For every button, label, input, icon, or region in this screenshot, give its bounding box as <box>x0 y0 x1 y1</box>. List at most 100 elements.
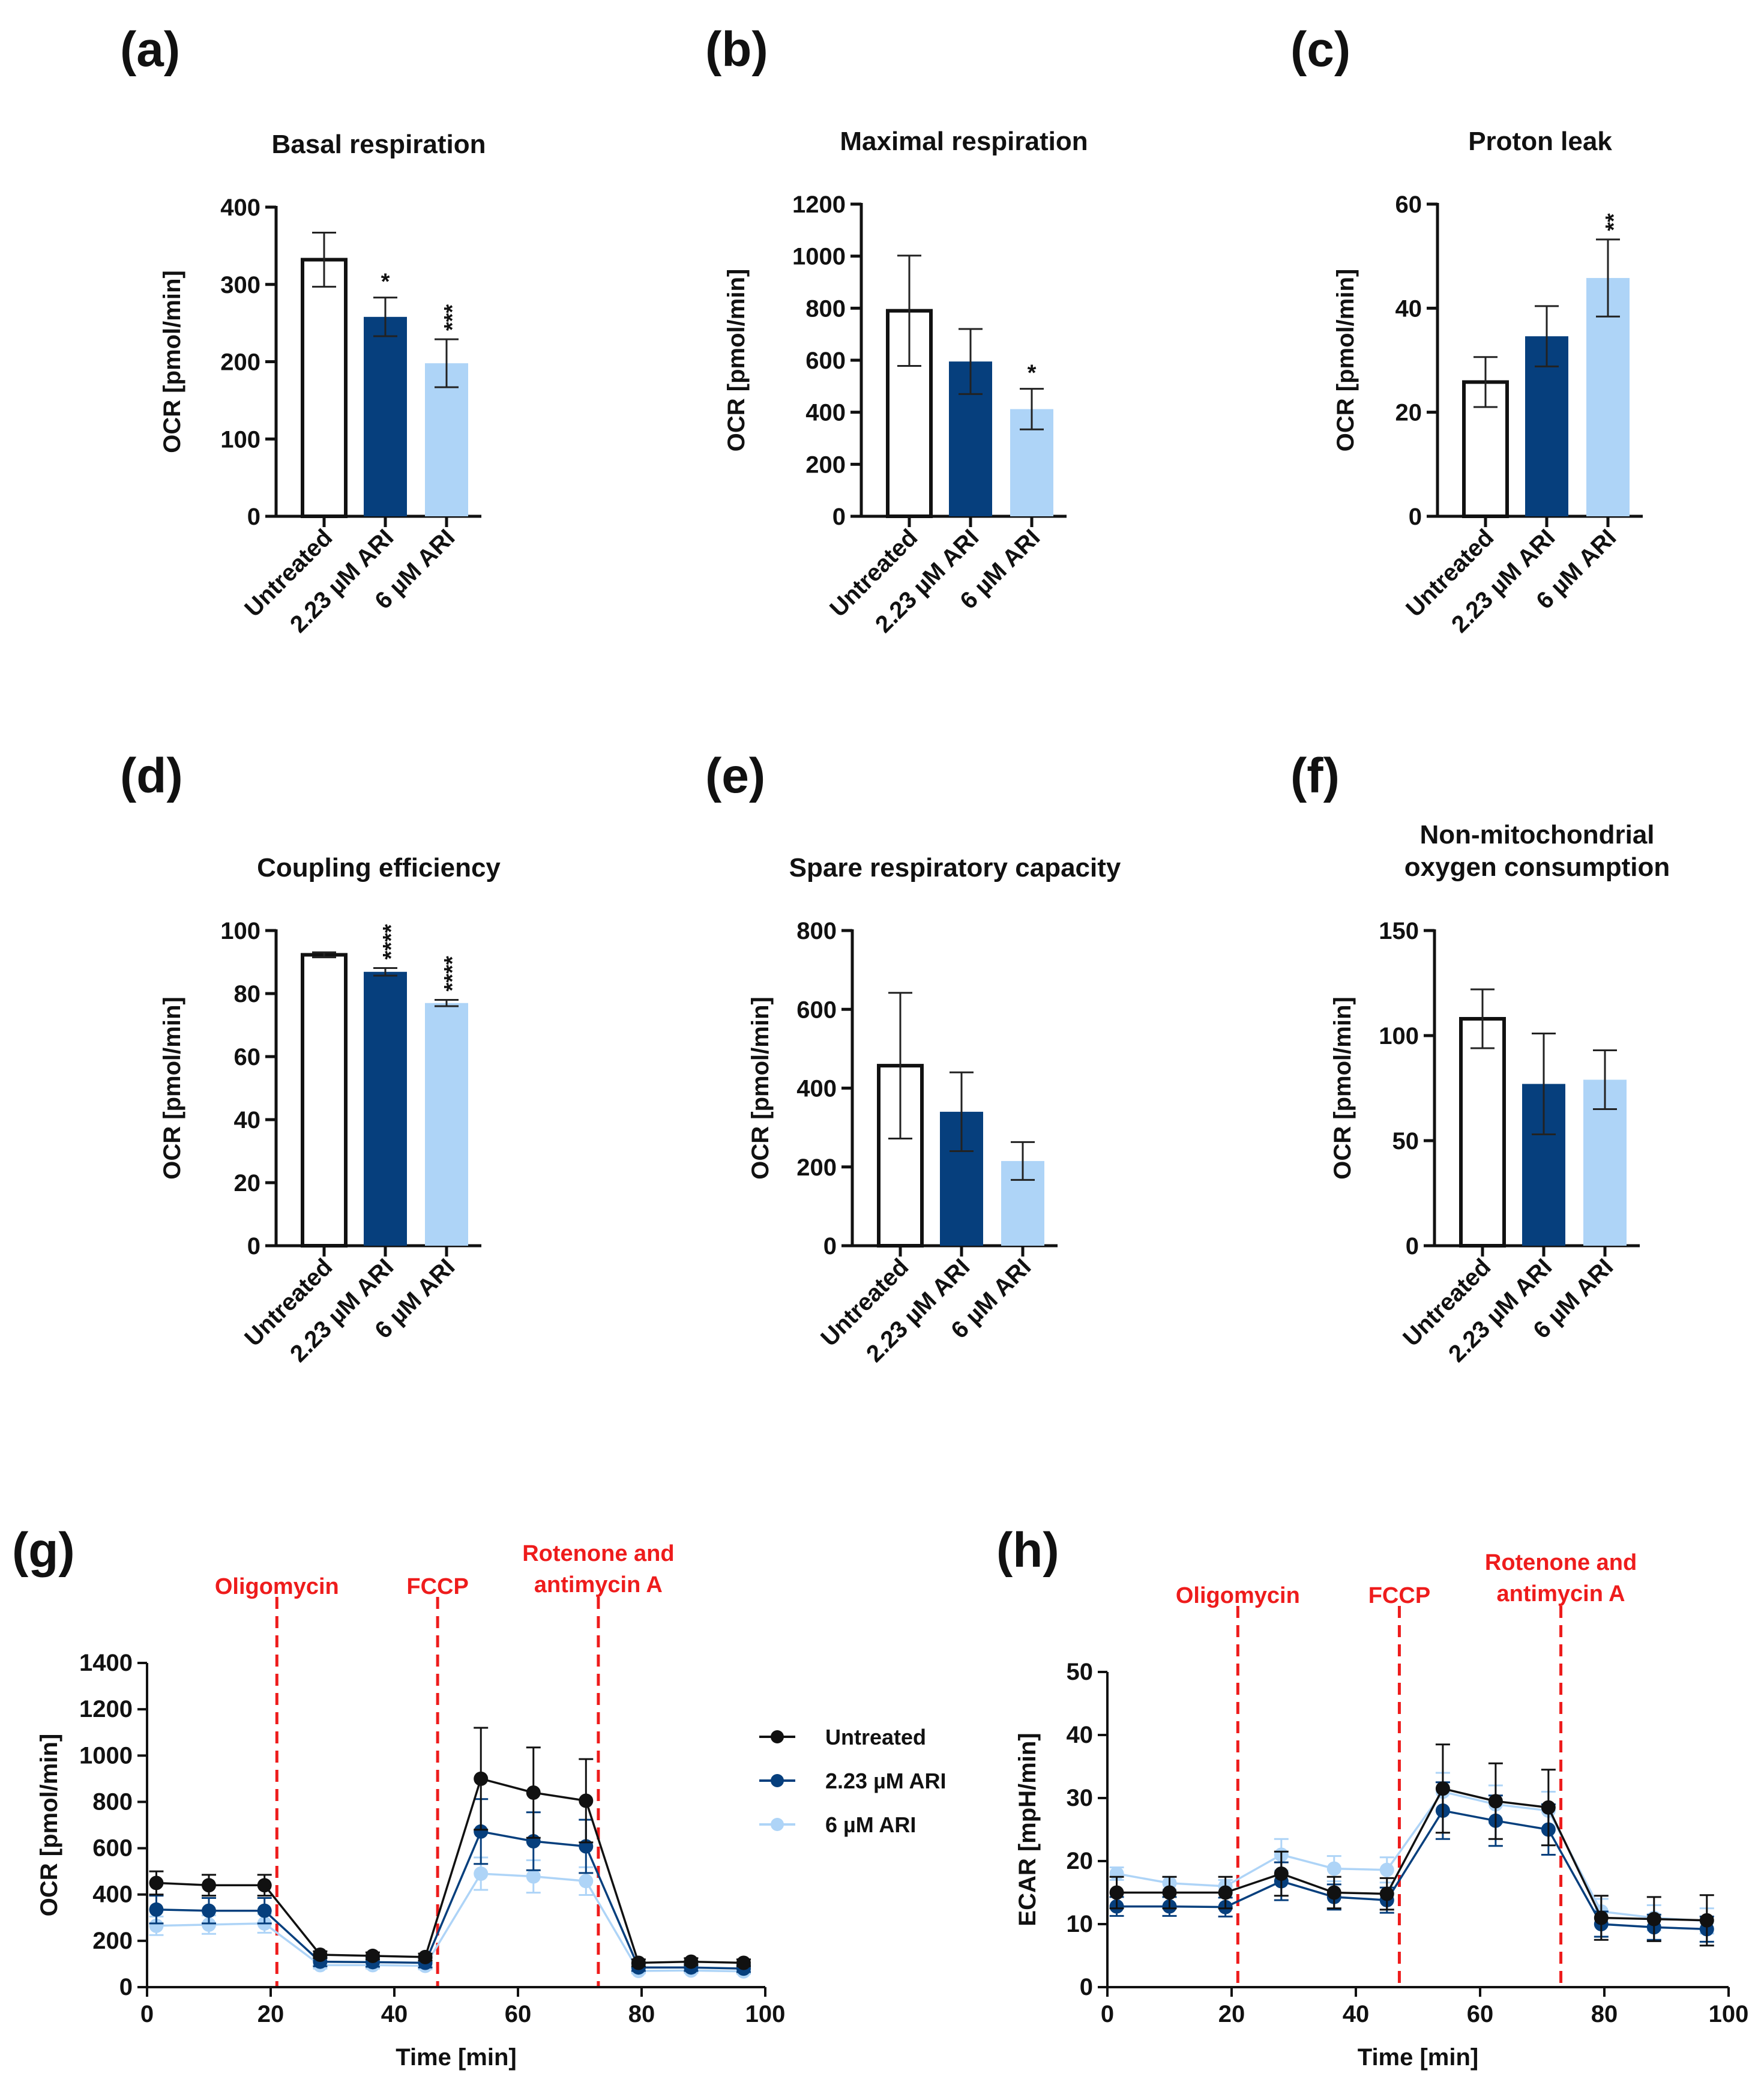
panel-title: Basal respiration <box>271 130 486 159</box>
bar-untreated <box>301 953 348 1248</box>
x-tick-label: 60 <box>1467 2001 1494 2027</box>
significance-label: * <box>1028 361 1037 386</box>
y-axis-label: ECAR [mpH/min] <box>1014 1733 1041 1926</box>
x-tick-label: 100 <box>1709 2001 1749 2027</box>
bar-untreated <box>1459 1017 1506 1248</box>
data-point-untreated <box>1541 1800 1556 1815</box>
x-tick-label: 60 <box>505 2001 532 2027</box>
data-point-untreated <box>631 1955 646 1970</box>
data-point-untreated <box>1326 1885 1341 1900</box>
y-tick-label: 200 <box>805 451 846 478</box>
data-point-6-m-ari <box>526 1869 541 1884</box>
treatment-label: FCCP <box>1368 1583 1430 1608</box>
data-point-untreated <box>1435 1781 1450 1796</box>
treatment-label: Oligomycin <box>215 1574 339 1599</box>
legend-label: 6 µM ARI <box>825 1812 916 1837</box>
y-tick-label: 0 <box>119 1974 133 2000</box>
y-axis-label: OCR [pmol/min] <box>747 997 774 1179</box>
bar-2-23-m-ari <box>364 971 407 1246</box>
treatment-label: antimycin A <box>534 1572 663 1598</box>
data-point-untreated <box>526 1785 541 1800</box>
panel-title: Non-mitochondrial <box>1419 820 1654 849</box>
y-tick-label: 400 <box>805 400 846 426</box>
series-line-untreated <box>1116 1787 1707 1922</box>
y-tick-label: 20 <box>234 1170 261 1196</box>
data-point-untreated <box>1594 1910 1609 1925</box>
y-tick-label: 0 <box>1080 1974 1093 2000</box>
y-tick-label: 60 <box>234 1044 261 1070</box>
panel-title: oxygen consumption <box>1404 852 1670 882</box>
y-tick-label: 400 <box>796 1076 837 1102</box>
x-tick-label: 40 <box>381 2001 408 2027</box>
y-tick-label: 1000 <box>792 244 846 270</box>
data-point-untreated <box>365 1948 380 1963</box>
panel-title: Spare respiratory capacity <box>789 853 1121 883</box>
data-point-untreated <box>579 1793 594 1808</box>
treatment-label: antimycin A <box>1497 1581 1625 1607</box>
y-tick-label: 0 <box>247 1233 260 1260</box>
data-point-untreated <box>1109 1885 1124 1900</box>
data-point-untreated <box>736 1955 751 1970</box>
data-point-untreated <box>149 1875 164 1890</box>
legend-swatch-marker <box>771 1774 784 1787</box>
significance-label: ** <box>1601 213 1627 231</box>
series-line-6-m-ari <box>156 1872 744 1973</box>
treatment-label: Oligomycin <box>1176 1583 1300 1608</box>
y-tick-label: 600 <box>92 1835 133 1862</box>
y-tick-label: 30 <box>1067 1785 1094 1811</box>
y-axis-label: OCR [pmol/min] <box>1329 997 1356 1179</box>
treatment-label: Rotenone and <box>522 1541 674 1566</box>
significance-label: **** <box>440 956 465 991</box>
data-point-2-23-m-ari <box>202 1903 216 1918</box>
legend: Untreated 2.23 µM ARI 6 µM ARI <box>759 1725 946 1837</box>
panel-a: (a) Basal respiration 0 100 200 300 400 OCR [pm… <box>120 22 486 638</box>
data-point-untreated <box>202 1878 216 1893</box>
data-point-untreated <box>684 1954 699 1969</box>
series-line-2-23-m-ari <box>1116 1809 1707 1931</box>
panel-f: (f) Non-mitochondrial oxygen consumption 0 5… <box>1290 749 1670 1368</box>
panel-letter: (e) <box>705 749 765 803</box>
treatment-label: FCCP <box>406 1574 468 1599</box>
x-tick-label: 80 <box>628 2001 655 2027</box>
treatment-label: Rotenone and <box>1485 1550 1637 1575</box>
y-tick-label: 0 <box>1406 1233 1419 1260</box>
panel-letter: (a) <box>120 22 180 77</box>
data-point-2-23-m-ari <box>149 1902 164 1917</box>
y-tick-label: 400 <box>220 195 260 221</box>
y-tick-label: 0 <box>832 504 846 530</box>
data-point-untreated <box>1488 1794 1503 1809</box>
panel-title: Maximal respiration <box>840 127 1088 156</box>
y-axis-label: OCR [pmol/min] <box>1332 269 1359 451</box>
significance-label: * <box>381 270 390 295</box>
y-tick-label: 1200 <box>79 1696 133 1722</box>
data-point-6-m-ari <box>1379 1862 1394 1877</box>
data-point-6-m-ari <box>149 1918 164 1933</box>
series-line-untreated <box>156 1777 744 1964</box>
x-tick-label: 20 <box>1218 2001 1245 2027</box>
data-point-6-m-ari <box>202 1917 216 1932</box>
x-tick-label: 40 <box>1343 2001 1370 2027</box>
series-line-2-23-m-ari <box>156 1830 744 1970</box>
bar-6-m-ari <box>1586 278 1630 516</box>
y-tick-label: 800 <box>92 1788 133 1815</box>
y-tick-label: 1400 <box>79 1650 133 1676</box>
y-tick-label: 600 <box>805 348 846 374</box>
x-tick-label: 0 <box>140 2001 154 2027</box>
y-tick-label: 200 <box>796 1154 837 1181</box>
bar-6-m-ari <box>425 363 468 516</box>
y-tick-label: 1200 <box>792 192 846 218</box>
panel-letter: (d) <box>120 749 183 803</box>
y-tick-label: 0 <box>247 504 260 530</box>
data-point-untreated <box>418 1949 433 1964</box>
panel-letter: (f) <box>1290 749 1340 803</box>
legend-label: 2.23 µM ARI <box>825 1769 946 1793</box>
panel-title: Coupling efficiency <box>257 853 501 883</box>
y-tick-label: 40 <box>234 1107 261 1133</box>
legend-swatch-marker <box>771 1730 784 1743</box>
data-point-untreated <box>1162 1885 1177 1900</box>
data-point-2-23-m-ari <box>257 1903 272 1918</box>
series-line-6-m-ari <box>1116 1790 1707 1922</box>
data-point-untreated <box>1218 1885 1233 1900</box>
